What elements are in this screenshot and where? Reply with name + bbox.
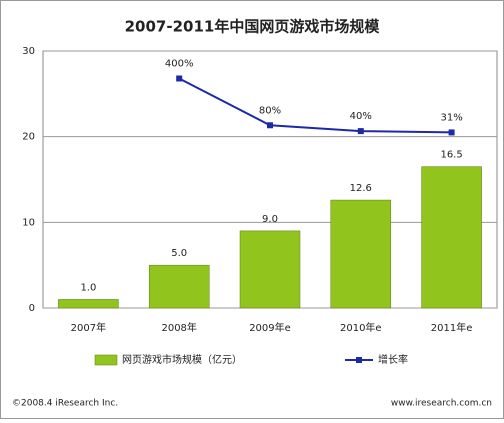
bar — [330, 199, 392, 309]
data-label: 1.0 — [80, 282, 96, 293]
data-label: 400% — [165, 58, 194, 69]
marker — [357, 128, 364, 135]
legend-label: 增长率 — [378, 353, 408, 366]
bar — [239, 230, 301, 309]
marker — [176, 75, 183, 82]
y-tick-label: 0 — [29, 303, 35, 314]
bar — [58, 299, 119, 309]
footer-left: ©2008.4 iResearch Inc. — [12, 399, 118, 409]
legend-swatch — [356, 357, 362, 363]
x-tick-label: 2008年 — [161, 321, 196, 334]
x-tick-label: 2011年e — [431, 321, 473, 334]
chart-title: 2007-2011年中国网页游戏市场规模 — [125, 18, 381, 36]
bar — [148, 264, 210, 309]
legend-swatch — [94, 354, 118, 366]
y-tick-label: 10 — [22, 217, 35, 228]
y-tick-label: 30 — [22, 46, 35, 57]
legend-label: 网页游戏市场规模（亿元） — [122, 353, 242, 366]
data-label: 31% — [440, 112, 462, 123]
footer-right: www.iresearch.com.cn — [391, 399, 492, 409]
y-tick-label: 20 — [22, 132, 35, 143]
x-tick-label: 2007年 — [71, 321, 106, 334]
x-tick-label: 2010年e — [340, 321, 382, 334]
data-label: 9.0 — [262, 214, 278, 225]
data-label: 12.6 — [350, 183, 372, 194]
bar — [421, 166, 482, 309]
x-tick-label: 2009年e — [249, 321, 291, 334]
marker — [267, 122, 273, 129]
data-label: 16.5 — [440, 150, 462, 161]
data-label: 80% — [259, 105, 281, 116]
data-label: 5.0 — [171, 248, 187, 259]
data-label: 40% — [350, 111, 372, 122]
marker — [448, 129, 455, 136]
line — [178, 77, 452, 134]
